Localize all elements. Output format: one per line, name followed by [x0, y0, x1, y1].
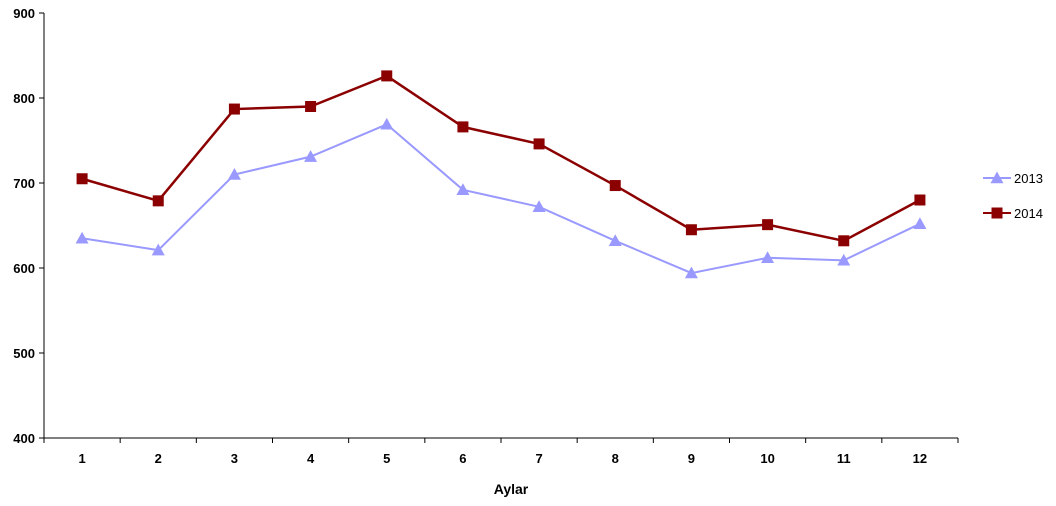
data-point — [914, 194, 926, 206]
data-point — [227, 168, 241, 180]
data-point — [75, 231, 89, 244]
series-layer — [75, 70, 927, 279]
series-line — [81, 123, 921, 275]
legend-marker — [991, 207, 1003, 219]
y-tick-label: 900 — [13, 6, 35, 21]
series-2013 — [75, 117, 927, 279]
chart-axes — [43, 13, 958, 439]
data-point — [76, 173, 88, 185]
x-tick-label: 5 — [383, 451, 390, 466]
y-ticks: 400 500 600 700 800 900 — [13, 6, 44, 446]
x-ticks: 1 2 3 4 5 6 7 8 9 10 11 12 — [43, 438, 959, 466]
data-point — [609, 180, 621, 192]
data-point — [685, 224, 697, 236]
x-tick-label: 7 — [535, 451, 542, 466]
data-point — [380, 117, 394, 130]
y-tick-label: 400 — [13, 431, 35, 446]
x-tick-label: 4 — [307, 451, 315, 466]
x-tick-label: 1 — [78, 451, 85, 466]
x-tick-label: 6 — [459, 451, 466, 466]
data-point — [304, 150, 318, 162]
data-point — [456, 183, 470, 195]
x-axis-title: Aylar — [494, 481, 529, 497]
x-tick-label: 3 — [231, 451, 238, 466]
data-point — [381, 70, 393, 82]
x-tick-label: 9 — [688, 451, 695, 466]
y-tick-label: 600 — [13, 261, 35, 276]
legend-marker — [990, 171, 1004, 184]
data-point — [228, 103, 240, 115]
y-tick-label: 500 — [13, 346, 35, 361]
data-point — [762, 219, 774, 231]
data-point — [608, 234, 622, 246]
x-tick-label: 12 — [913, 451, 927, 466]
x-tick-label: 11 — [837, 451, 851, 466]
series-line — [81, 74, 921, 243]
data-point — [457, 121, 469, 133]
data-point — [305, 101, 317, 112]
data-point — [533, 138, 545, 150]
data-point — [532, 200, 546, 212]
y-tick-label: 800 — [13, 91, 35, 106]
x-tick-label: 2 — [155, 451, 162, 466]
data-point — [913, 217, 927, 229]
x-tick-label: 10 — [760, 451, 774, 466]
legend-label: 2014 — [1014, 206, 1043, 221]
data-point — [761, 251, 775, 263]
data-point — [684, 266, 698, 279]
data-point — [838, 235, 850, 247]
legend-label: 2013 — [1014, 171, 1043, 186]
y-tick-label: 700 — [13, 176, 35, 191]
data-point — [152, 195, 164, 207]
data-point — [151, 243, 165, 256]
legend: 2013 2014 — [983, 171, 1043, 221]
data-point — [837, 253, 851, 266]
x-tick-label: 8 — [612, 451, 619, 466]
series-2014 — [76, 70, 926, 247]
